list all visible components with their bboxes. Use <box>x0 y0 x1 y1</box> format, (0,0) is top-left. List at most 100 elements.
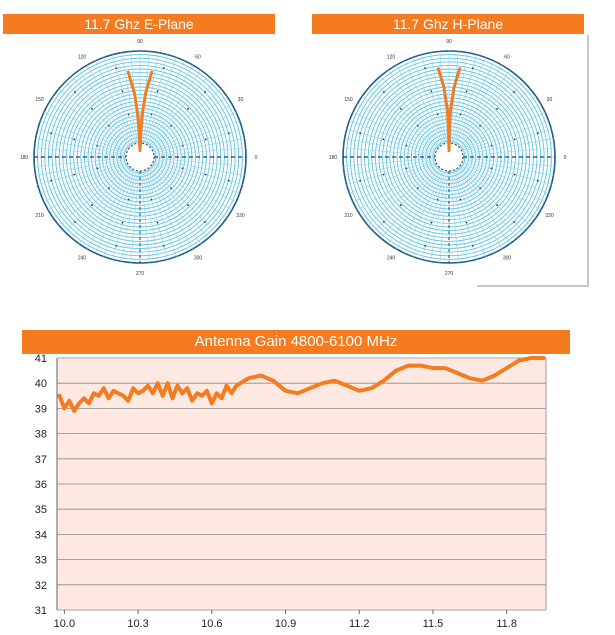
polar-spoke <box>147 69 202 146</box>
polar-spoke <box>149 166 216 233</box>
polar-dot <box>127 113 130 116</box>
polar-spoke <box>352 111 437 152</box>
polar-angle-label: 300 <box>503 255 512 261</box>
polar-spoke <box>143 170 168 260</box>
polar-spoke <box>343 157 436 167</box>
polar-spoke <box>151 164 228 219</box>
polar-spoke <box>148 167 209 239</box>
polar-spoke <box>58 88 130 149</box>
polar-dot <box>400 204 402 206</box>
y-tick-labels: 31 32 33 34 35 36 37 38 39 40 41 <box>35 353 47 617</box>
polar-spoke <box>52 95 129 150</box>
polar-spoke <box>78 168 133 245</box>
polar-spoke <box>344 138 436 155</box>
x-tick-labels: 10.0 10.3 10.6 10.9 11.2 11.5 11.8 <box>54 610 517 630</box>
x-tick-label: 10.0 <box>54 618 75 630</box>
polar-dot <box>424 244 427 247</box>
polar-spoke <box>149 81 216 148</box>
polar-spoke <box>352 162 437 203</box>
polar-spoke <box>387 69 442 146</box>
polar-spoke <box>462 157 555 167</box>
panel-shadow <box>477 35 589 287</box>
polar-spoke <box>112 54 137 144</box>
polar-dot <box>459 113 462 116</box>
polar-angle-label: 150 <box>35 97 44 103</box>
gain-chart-title: Antenna Gain 4800-6100 MHz <box>22 330 570 354</box>
polar-spoke <box>153 161 240 194</box>
polar-dot <box>227 179 230 182</box>
polar-spoke <box>453 57 486 144</box>
polar-dot <box>400 108 402 110</box>
polar-spoke <box>412 57 445 144</box>
polar-dot <box>490 144 493 147</box>
polar-spoke <box>462 138 554 155</box>
polar-spoke <box>439 170 449 263</box>
polar-angle-label: 0 <box>255 155 258 161</box>
polar-dot <box>107 124 110 127</box>
polar-dot <box>430 90 433 93</box>
polar-dot <box>73 173 76 176</box>
polar-dot <box>156 90 159 93</box>
polar-dot <box>204 173 207 176</box>
polar-spoke <box>121 52 138 144</box>
polar-spoke <box>461 162 546 203</box>
polar-angle-label: 30 <box>547 97 553 103</box>
y-tick-label: 32 <box>35 580 47 592</box>
polar-spoke <box>380 167 441 239</box>
polar-spoke <box>130 170 140 263</box>
polar-angle-label: 210 <box>344 213 353 219</box>
polar-spoke <box>153 120 240 153</box>
polar-dot <box>96 167 99 170</box>
polar-spoke <box>103 170 136 257</box>
polar-spoke <box>35 138 127 155</box>
polar-angle-label: 270 <box>136 271 145 277</box>
polar-pattern-line <box>436 67 462 153</box>
polar-spoke <box>458 81 525 148</box>
e-plane-polar-chart: 0 30 60 90 120 150 180 210 240 270 300 330 <box>20 39 258 277</box>
polar-angle-label: 60 <box>195 55 201 61</box>
polar-dot <box>465 90 468 93</box>
polar-spoke <box>146 168 194 249</box>
polar-dot <box>382 138 385 141</box>
h-plane-title: 11.7 Ghz H-Plane <box>312 14 584 34</box>
polar-dot <box>50 179 53 182</box>
polar-dot <box>416 124 419 127</box>
polar-spoke <box>40 120 127 153</box>
polar-spoke <box>58 165 130 226</box>
polar-dot <box>513 173 516 176</box>
polar-dot <box>170 124 173 127</box>
x-tick-label: 10.3 <box>127 618 148 630</box>
y-tick-label: 37 <box>35 454 47 466</box>
polar-angle-label: 60 <box>504 55 510 61</box>
polar-dot <box>156 221 159 224</box>
polar-spoke <box>373 81 440 148</box>
polar-dot <box>430 221 433 224</box>
polar-dot <box>424 67 427 70</box>
polar-spoke <box>361 164 438 219</box>
polar-angle-label: 270 <box>445 271 454 277</box>
polar-dot <box>181 144 184 147</box>
polar-dot <box>115 244 118 247</box>
polar-dot <box>74 91 76 93</box>
polar-spoke <box>148 75 209 147</box>
polar-spoke <box>146 65 194 146</box>
polar-dot <box>471 244 474 247</box>
polar-dot <box>459 198 462 201</box>
polar-spoke <box>48 163 129 211</box>
polar-spoke <box>462 160 552 185</box>
x-tick-label: 10.9 <box>275 618 296 630</box>
x-tick-label: 11.8 <box>496 618 517 630</box>
y-tick-label: 34 <box>35 529 47 541</box>
polar-spoke <box>367 88 439 149</box>
polar-dot <box>383 91 385 93</box>
polar-spoke <box>460 163 541 211</box>
polar-spoke <box>35 159 127 176</box>
y-tick-label: 33 <box>35 555 47 567</box>
polar-spoke <box>52 164 129 219</box>
polar-spoke <box>452 170 477 260</box>
x-tick-label: 11.2 <box>349 618 370 630</box>
polar-spoke <box>430 170 447 262</box>
polar-spoke <box>343 147 436 157</box>
polar-spoke <box>430 52 447 144</box>
polar-dot <box>121 221 124 224</box>
